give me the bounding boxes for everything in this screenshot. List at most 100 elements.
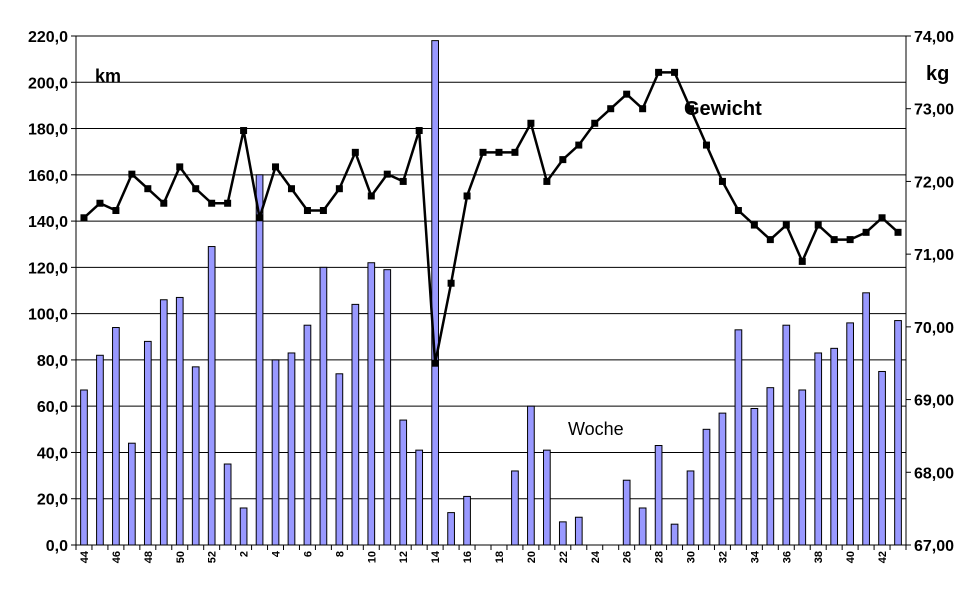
x-tick-label: 50 — [175, 551, 187, 563]
bar — [175, 296, 184, 546]
x-tick-label: 38 — [813, 551, 825, 563]
x-tick-label: 18 — [494, 551, 506, 563]
line-point — [607, 105, 615, 113]
bar — [447, 512, 455, 546]
y-left-tick-label: 80,0 — [37, 353, 68, 370]
line-point — [351, 148, 359, 156]
line-point — [447, 279, 455, 287]
x-tick-label: 4 — [271, 550, 283, 557]
y-left-tick-label: 100,0 — [28, 307, 68, 324]
line-point — [671, 68, 679, 76]
y-left-unit-label: km — [95, 66, 121, 86]
y-left-tick-label: 40,0 — [37, 445, 68, 462]
bar — [143, 340, 152, 546]
y-right-tick-label: 69,00 — [914, 393, 954, 410]
y-right-tick-label: 72,00 — [914, 174, 954, 191]
bar — [782, 324, 791, 546]
x-axis-label: Woche — [568, 419, 624, 439]
bar — [814, 352, 823, 546]
bar — [750, 407, 759, 546]
line-point — [303, 207, 311, 215]
y-right-tick-label: 68,00 — [914, 465, 954, 482]
x-tick-label: 34 — [749, 550, 761, 563]
x-tick-label: 32 — [717, 551, 729, 563]
y-right-unit-label: kg — [926, 63, 949, 85]
line-point — [718, 177, 726, 185]
line-point — [511, 148, 519, 156]
line-point — [543, 177, 551, 185]
x-tick-label: 46 — [111, 551, 123, 563]
line-point — [383, 170, 391, 178]
y-left-tick-label: 180,0 — [28, 122, 68, 139]
y-right-tick-label: 71,00 — [914, 247, 954, 264]
x-tick-label: 30 — [686, 551, 698, 563]
line-point — [527, 119, 535, 127]
y-right-tick-labels: 67,00 68,00 69,00 70,00 71,00 72,00 73,00 74,00 — [914, 29, 954, 555]
line-point — [830, 236, 838, 244]
bar — [527, 405, 535, 546]
bar — [128, 442, 136, 546]
x-tick-label: 8 — [334, 551, 346, 557]
x-tick-label: 22 — [558, 551, 570, 563]
bar — [159, 299, 168, 546]
x-tick-label: 6 — [302, 551, 314, 557]
line-point — [734, 207, 742, 215]
line-series-label: Gewicht — [684, 98, 762, 120]
y-left-tick-label: 120,0 — [28, 260, 68, 277]
x-tick-label: 26 — [622, 551, 634, 563]
bar — [670, 523, 679, 546]
x-tick-label: 28 — [654, 551, 666, 563]
y-right-tick-label: 70,00 — [914, 320, 954, 337]
line-point — [287, 185, 295, 193]
line-point — [144, 185, 152, 193]
line-point — [192, 185, 200, 193]
line-point — [431, 359, 439, 367]
line-point — [399, 177, 407, 185]
bar — [702, 428, 711, 546]
line-point — [862, 228, 870, 236]
y-left-tick-label: 220,0 — [28, 29, 68, 46]
y-left-tick-label: 60,0 — [37, 399, 68, 416]
bar — [862, 292, 870, 546]
x-tick-label: 10 — [366, 551, 378, 563]
bar — [830, 347, 839, 546]
y-left-tick-label: 160,0 — [28, 168, 68, 185]
x-tick-label: 52 — [207, 551, 219, 563]
line-point — [96, 199, 104, 207]
x-tick-label: 12 — [398, 551, 410, 563]
y-right-tick-label: 74,00 — [914, 29, 954, 46]
line-point — [687, 105, 695, 113]
line-point — [176, 163, 184, 171]
bar — [718, 412, 727, 546]
line-point — [559, 156, 567, 164]
bar — [734, 329, 743, 546]
bar — [335, 373, 344, 546]
bar — [80, 389, 88, 546]
x-tick-label: 20 — [526, 551, 538, 563]
y-right-tick-label: 67,00 — [914, 538, 954, 555]
line-point — [846, 236, 854, 244]
bar — [255, 174, 264, 546]
line-point — [128, 170, 136, 178]
line-point — [272, 163, 280, 171]
bar — [558, 521, 567, 546]
bar — [112, 327, 120, 546]
bar — [686, 470, 695, 546]
x-tick-label: 44 — [79, 550, 91, 563]
x-tick-labels: 44 46 48 50 52 2 4 6 8 10 12 14 16 18 20 22 24 26 28 30 32 34… — [79, 550, 889, 563]
line-point — [208, 199, 216, 207]
x-tick-label: 42 — [877, 551, 889, 563]
x-tick-label: 2 — [239, 551, 251, 557]
bar — [574, 516, 583, 546]
bar — [239, 507, 248, 546]
bar — [798, 389, 807, 546]
line-point — [782, 221, 790, 229]
bar — [399, 419, 408, 546]
bar — [207, 246, 216, 546]
x-tick-marks — [75, 545, 907, 550]
line-point — [479, 148, 487, 156]
x-tick-label: 16 — [462, 551, 474, 563]
bar — [543, 449, 551, 546]
bar — [287, 352, 296, 546]
